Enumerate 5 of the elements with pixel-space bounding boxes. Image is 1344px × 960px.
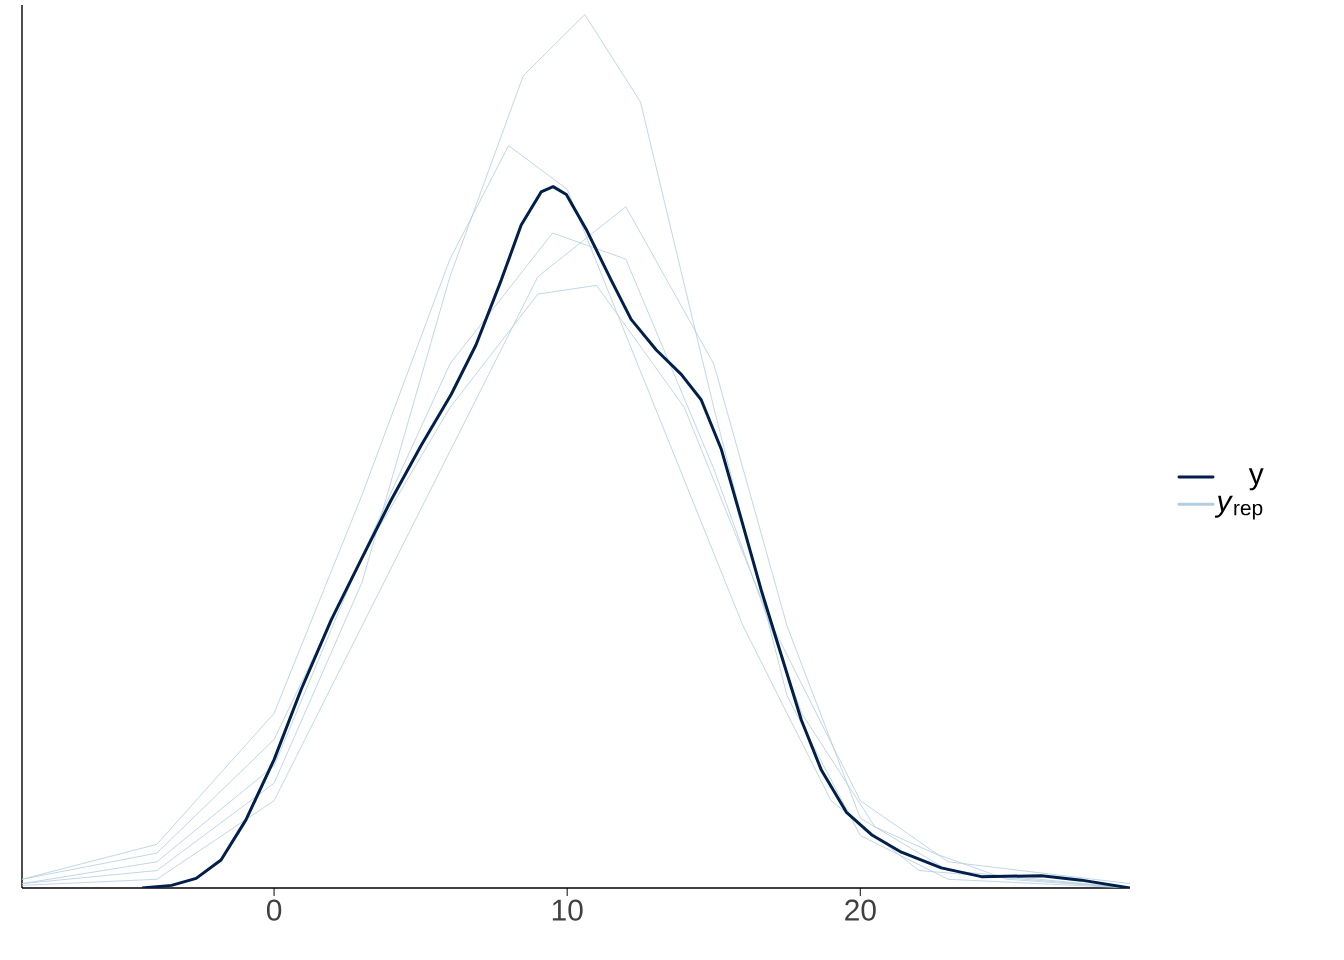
x-tick-label: 0 — [266, 899, 282, 921]
legend-label: y — [1248, 468, 1264, 491]
x-tick-label: 20 — [845, 899, 876, 921]
x-tick-label: 10 — [552, 899, 583, 921]
legend-label: y$_{rep}$ — [1214, 495, 1263, 520]
